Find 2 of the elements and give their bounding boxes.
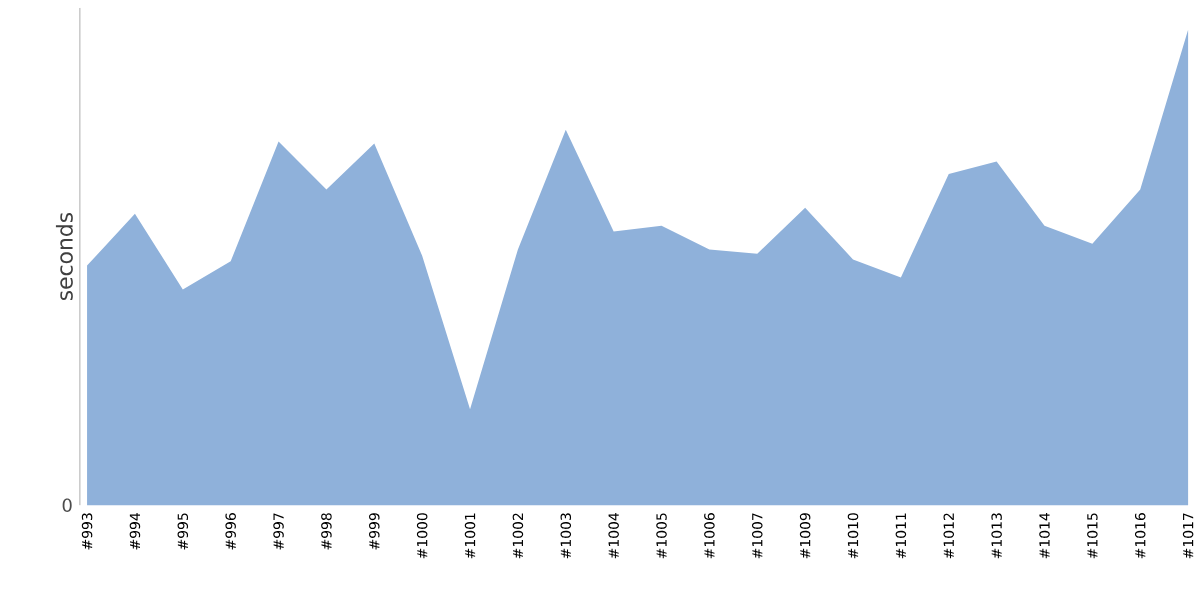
annotation: 0: [62, 498, 72, 513]
y-axis-title: seconds: [55, 213, 73, 301]
